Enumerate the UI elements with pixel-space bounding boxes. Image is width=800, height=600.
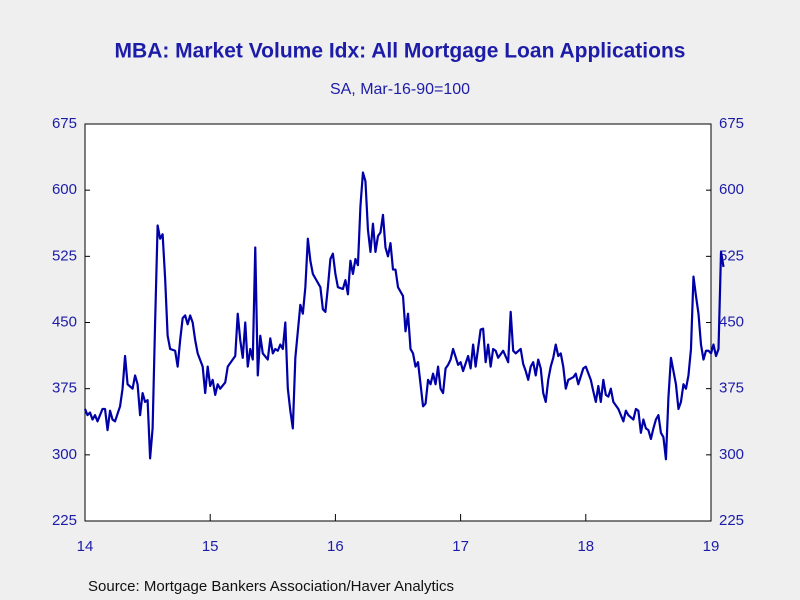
y-tick-label: 225 xyxy=(52,512,77,529)
y-tick-label: 300 xyxy=(52,446,77,463)
y2-tick-label: 600 xyxy=(719,181,744,198)
source: Source: Mortgage Bankers Association/Hav… xyxy=(88,578,454,595)
y-tick-label: 375 xyxy=(52,380,77,397)
y2-tick-label: 300 xyxy=(719,446,744,463)
x-tick-label: 19 xyxy=(703,538,720,555)
plot-area xyxy=(84,123,712,522)
y2-tick-label: 375 xyxy=(719,380,744,397)
x-tick-label: 14 xyxy=(77,538,94,555)
chart-subtitle: SA, Mar-16-90=100 xyxy=(330,81,470,98)
y2-tick-label: 225 xyxy=(719,512,744,529)
x-tick-label: 16 xyxy=(327,538,344,555)
y2-tick-label: 675 xyxy=(719,115,744,132)
y-tick-label: 675 xyxy=(52,115,77,132)
y-tick-label: 600 xyxy=(52,181,77,198)
data-line xyxy=(83,171,725,461)
y-tick-label: 525 xyxy=(52,247,77,264)
x-tick-label: 17 xyxy=(452,538,469,555)
y2-tick-label: 525 xyxy=(719,247,744,264)
y2-tick-label: 450 xyxy=(719,313,744,330)
x-tick-label: 18 xyxy=(577,538,594,555)
x-tick-label: 15 xyxy=(202,538,219,555)
chart-title: MBA: Market Volume Idx: All Mortgage Loa… xyxy=(115,40,686,63)
y-tick-label: 450 xyxy=(52,313,77,330)
